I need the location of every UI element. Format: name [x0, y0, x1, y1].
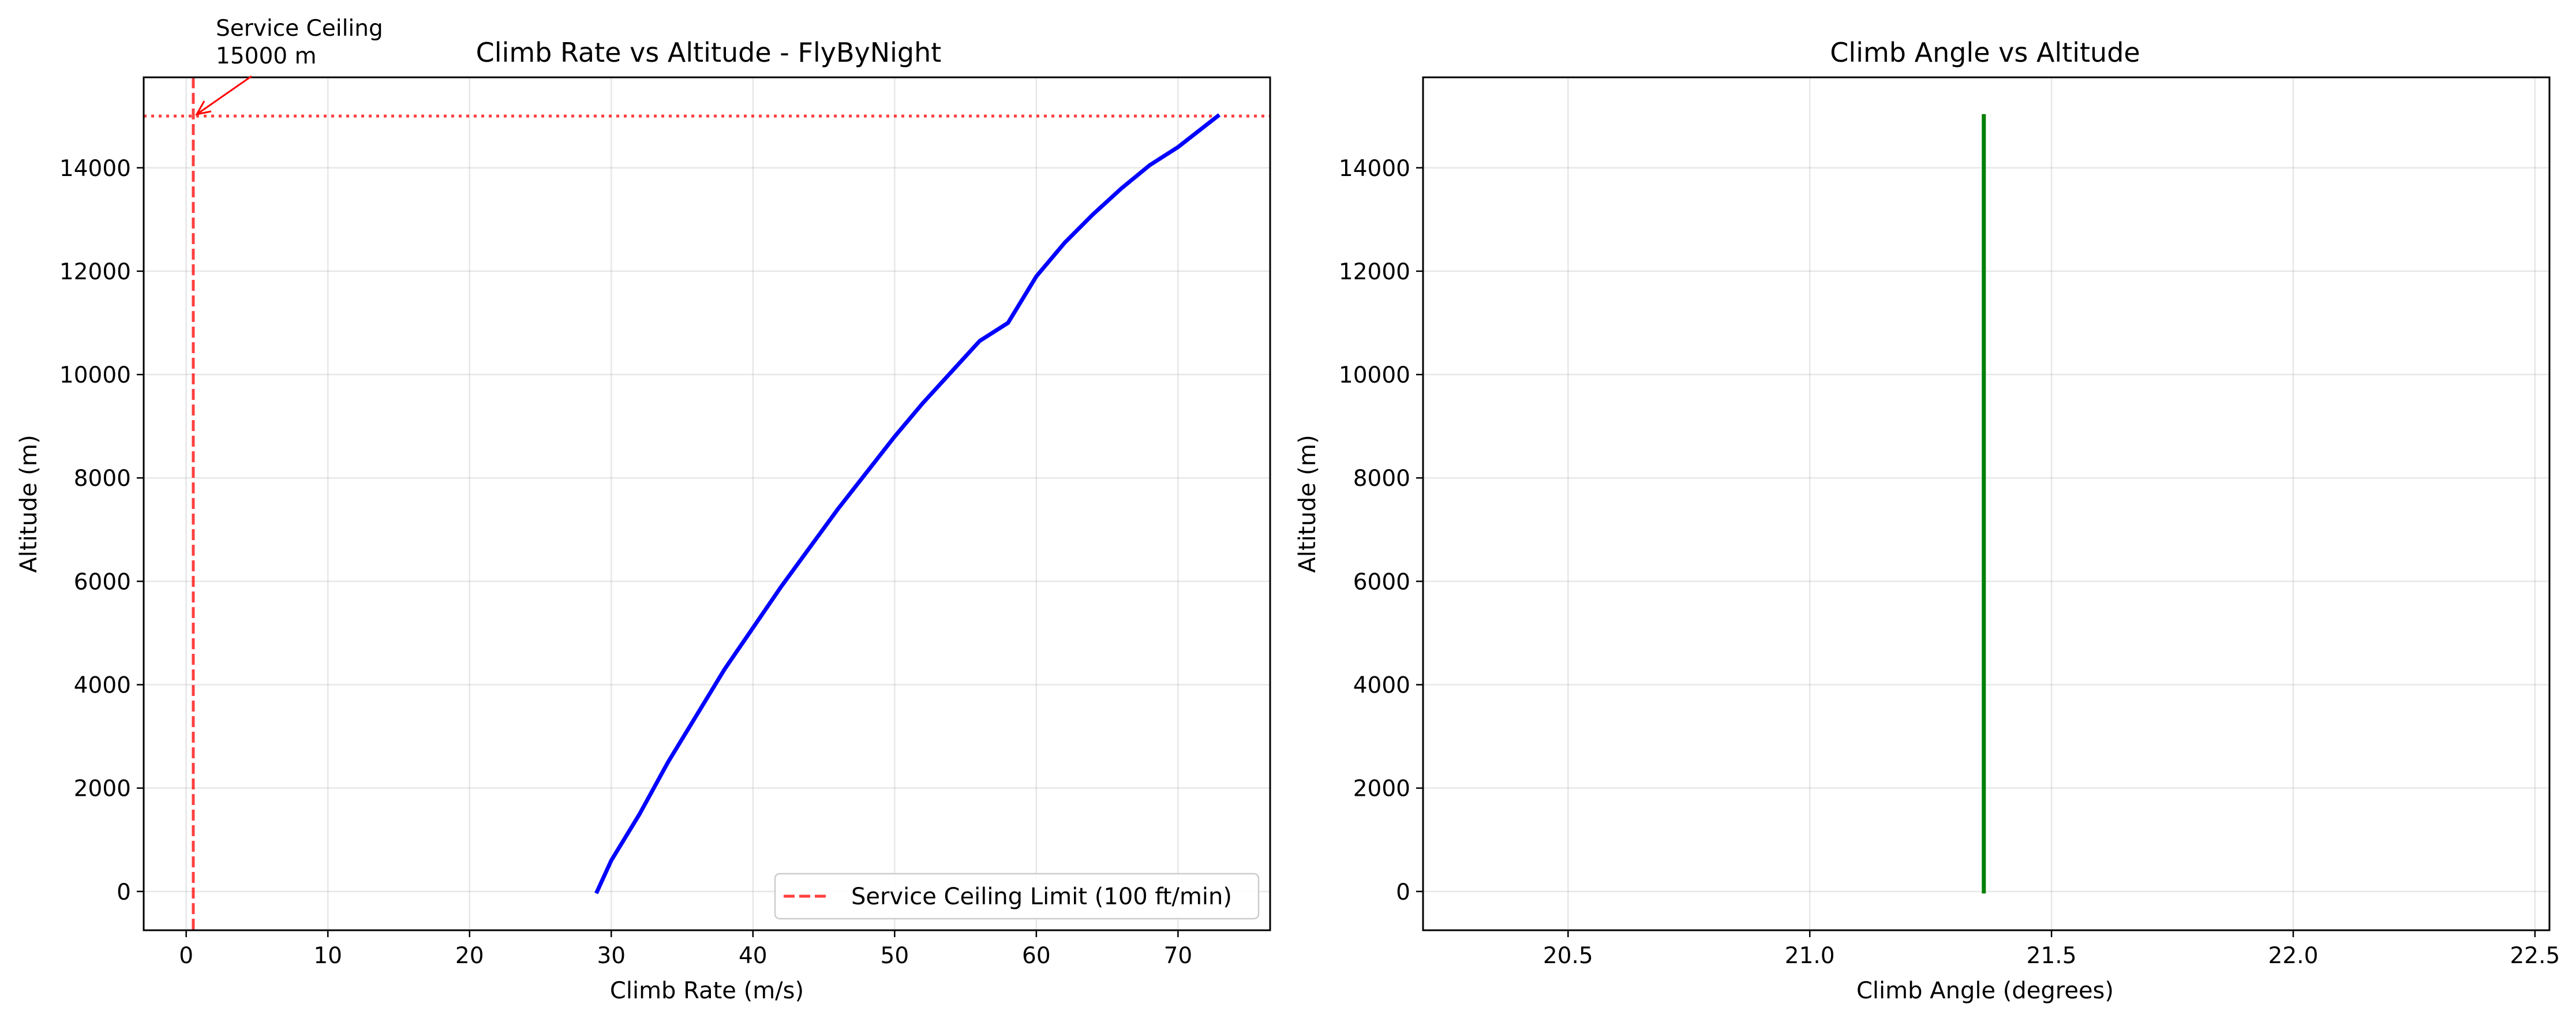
x-tick-label: 21.0	[1785, 943, 1835, 969]
x-tick-label: 50	[881, 943, 909, 969]
annotation: Service Ceiling 15000 m	[195, 16, 383, 116]
y-tick-label: 14000	[1339, 156, 1410, 182]
y-tick-label: 10000	[59, 362, 131, 388]
x-axis-label: Climb Rate (m/s)	[610, 978, 804, 1004]
data-series	[594, 113, 1221, 894]
y-tick-label: 12000	[59, 259, 131, 285]
x-tick-label: 20	[455, 943, 484, 969]
chart-climb-rate: Climb Rate vs Altitude - FlyByNight 0 10 2…	[16, 16, 1271, 1004]
x-tick-label: 10	[313, 943, 342, 969]
y-tick-label: 12000	[1339, 259, 1410, 285]
y-tick-label: 0	[1396, 879, 1410, 905]
y-tick-label: 0	[117, 879, 131, 905]
plot-frame	[143, 76, 1271, 931]
y-tick-label: 4000	[74, 673, 131, 699]
grid	[1423, 77, 2549, 930]
legend: Service Ceiling Limit (100 ft/min)	[774, 873, 1260, 920]
annotation-arrowhead	[195, 100, 212, 116]
chart-climb-angle: Climb Angle vs Altitude 20.5 21.0 21.5 22.0…	[1294, 37, 2560, 1004]
y-tick-label: 2000	[1353, 776, 1410, 802]
series-line	[594, 113, 1221, 894]
y-tick-label: 8000	[74, 466, 131, 492]
plot-frame	[1422, 76, 2551, 931]
y-tick-label: 8000	[1353, 466, 1410, 492]
x-tick-label: 0	[179, 943, 193, 969]
chart-title: Climb Angle vs Altitude	[1830, 37, 2140, 68]
y-tick-label: 10000	[1339, 362, 1410, 388]
annotation-text-line-1: Service Ceiling	[216, 16, 383, 42]
y-tick-label: 2000	[74, 776, 131, 802]
x-tick-label: 20.5	[1543, 943, 1593, 969]
x-tick-label: 60	[1022, 943, 1051, 969]
x-tick-label: 40	[739, 943, 767, 969]
y-tick-label: 4000	[1353, 673, 1410, 699]
annotation-text-line-2: 15000 m	[216, 43, 316, 69]
y-tick-label: 6000	[74, 569, 131, 595]
x-tick-label: 22.0	[2268, 943, 2319, 969]
grid	[144, 77, 1270, 930]
tick-marks: 20.5 21.0 21.5 22.0 22.5 0 2000 4000 6000 8000 100…	[1339, 156, 2560, 969]
x-tick-label: 70	[1164, 943, 1193, 969]
legend-box	[774, 873, 1260, 920]
x-tick-label: 30	[597, 943, 626, 969]
x-tick-label: 21.5	[2027, 943, 2077, 969]
x-tick-label: 22.5	[2510, 943, 2560, 969]
y-axis-label: Altitude (m)	[1294, 435, 1321, 572]
chart-title: Climb Rate vs Altitude - FlyByNight	[476, 37, 942, 68]
y-tick-label: 14000	[59, 156, 131, 182]
y-axis-label: Altitude (m)	[16, 435, 42, 572]
y-tick-label: 6000	[1353, 569, 1410, 595]
annotation-arrow-shaft	[196, 75, 252, 115]
tick-marks: 0 10 20 30 40 50 60 70 0 2000 4000 6000 8000 10000 120…	[59, 156, 1192, 969]
legend-entry-label: Service Ceiling Limit (100 ft/min)	[851, 884, 1232, 910]
reference-lines	[144, 77, 1270, 930]
x-axis-label: Climb Angle (degrees)	[1856, 978, 2114, 1004]
